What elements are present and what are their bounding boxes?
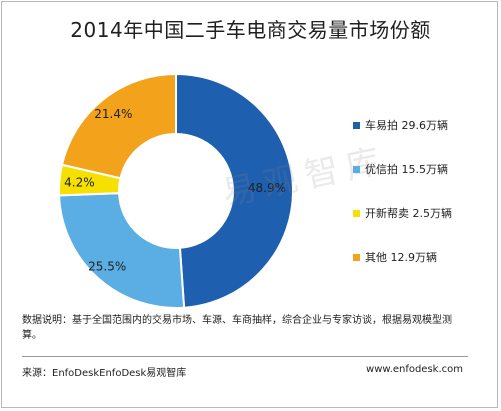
slice-value-label: 48.9% bbox=[248, 181, 286, 195]
slice-value-label: 25.5% bbox=[88, 260, 126, 274]
legend-swatch bbox=[353, 210, 360, 217]
legend-item: 其他 12.9万辆 bbox=[341, 250, 491, 266]
slice-value-label: 4.2% bbox=[64, 175, 95, 189]
donut-slice-2 bbox=[58, 192, 186, 309]
legend-swatch bbox=[353, 122, 360, 129]
legend-item: 开新帮卖 2.5万辆 bbox=[341, 206, 491, 222]
donut-slice-1 bbox=[175, 72, 294, 309]
footer-divider bbox=[22, 356, 468, 357]
legend-item: 车易拍 29.6万辆 bbox=[341, 118, 491, 134]
legend-item: 优信拍 15.5万辆 bbox=[341, 162, 491, 178]
slice-value-label: 21.4% bbox=[94, 107, 132, 121]
legend-swatch bbox=[353, 254, 360, 261]
chart-title: 2014年中国二手车电商交易量市场份额 bbox=[70, 18, 431, 42]
source-text: 来源：EnfoDeskEnfoDesk易观智库 bbox=[22, 368, 187, 379]
legend-label: 优信拍 15.5万辆 bbox=[365, 163, 448, 176]
chart-legend: 车易拍 29.6万辆 优信拍 15.5万辆 开新帮卖 2.5万辆 其他 12.9… bbox=[341, 118, 491, 294]
legend-label: 车易拍 29.6万辆 bbox=[365, 119, 448, 132]
donut-slice-4 bbox=[60, 72, 177, 180]
legend-label: 其他 12.9万辆 bbox=[365, 251, 437, 264]
website-text: www.enfodesk.com bbox=[366, 364, 463, 375]
legend-swatch bbox=[353, 166, 360, 173]
data-note: 数据说明：基于全国范围内的交易市场、车源、车商抽样，综合企业与专家访谈，根据易观… bbox=[22, 315, 452, 341]
legend-label: 开新帮卖 2.5万辆 bbox=[365, 207, 452, 220]
